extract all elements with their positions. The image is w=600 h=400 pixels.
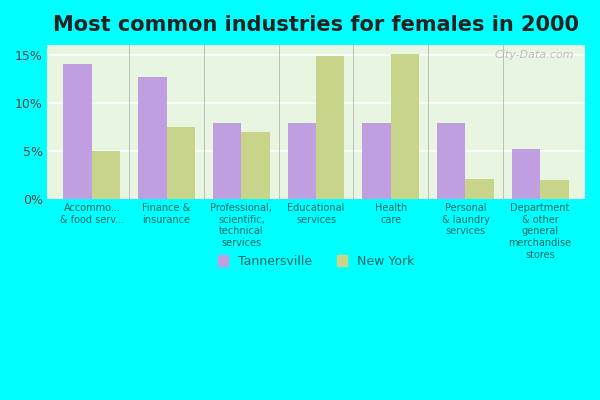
- Bar: [213, 123, 241, 199]
- Bar: [138, 77, 167, 199]
- Bar: [64, 64, 92, 199]
- Legend: Tannersville, New York: Tannersville, New York: [213, 250, 419, 273]
- Bar: [466, 179, 494, 199]
- Bar: [540, 180, 569, 199]
- Bar: [167, 127, 195, 199]
- Bar: [241, 132, 269, 199]
- Bar: [287, 123, 316, 199]
- Bar: [391, 54, 419, 199]
- Bar: [92, 151, 120, 199]
- Text: City-Data.com: City-Data.com: [495, 50, 574, 60]
- Title: Most common industries for females in 2000: Most common industries for females in 20…: [53, 15, 579, 35]
- Bar: [512, 149, 540, 199]
- Bar: [316, 56, 344, 199]
- Bar: [437, 123, 466, 199]
- Bar: [362, 123, 391, 199]
